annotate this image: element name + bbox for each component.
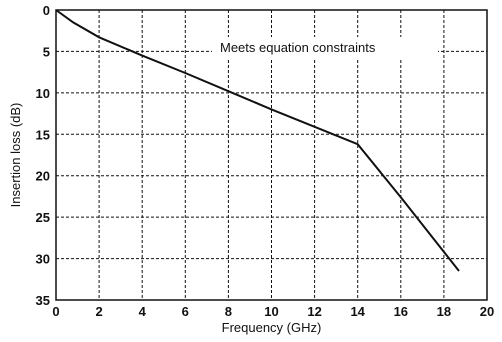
y-tick-label: 15: [36, 127, 50, 142]
y-tick-label: 35: [36, 293, 50, 308]
y-axis-label: Insertion loss (dB): [8, 103, 23, 208]
insertion-loss-line: [55, 9, 460, 272]
x-tick-label: 16: [394, 304, 408, 319]
y-tick-label: 0: [43, 3, 50, 18]
y-tick-label: 30: [36, 252, 50, 267]
annotation-box: Meets equation constraints: [212, 37, 438, 58]
x-tick-label: 18: [437, 304, 451, 319]
x-axis-ticks: 0 2 4 6 8 10 12 14 16 18 20: [52, 304, 494, 319]
annotation-text: Meets equation constraints: [220, 40, 376, 55]
x-axis-label: Frequency (GHz): [222, 320, 322, 335]
x-tick-label: 8: [225, 304, 232, 319]
x-tick-label: 6: [182, 304, 189, 319]
x-tick-label: 20: [480, 304, 494, 319]
plot-frame: [55, 9, 488, 301]
x-tick-label: 2: [95, 304, 102, 319]
x-tick-label: 0: [52, 304, 59, 319]
x-tick-label: 10: [264, 304, 278, 319]
x-tick-label: 14: [350, 304, 365, 319]
y-tick-label: 25: [36, 210, 50, 225]
y-axis-ticks: 0 5 10 15 20 25 30 35: [36, 3, 50, 308]
series-layer: [55, 9, 460, 272]
x-tick-label: 12: [307, 304, 321, 319]
y-tick-label: 20: [36, 169, 50, 184]
y-tick-label: 10: [36, 86, 50, 101]
grid: [56, 10, 487, 300]
y-tick-label: 5: [43, 44, 50, 59]
x-tick-label: 4: [139, 304, 147, 319]
